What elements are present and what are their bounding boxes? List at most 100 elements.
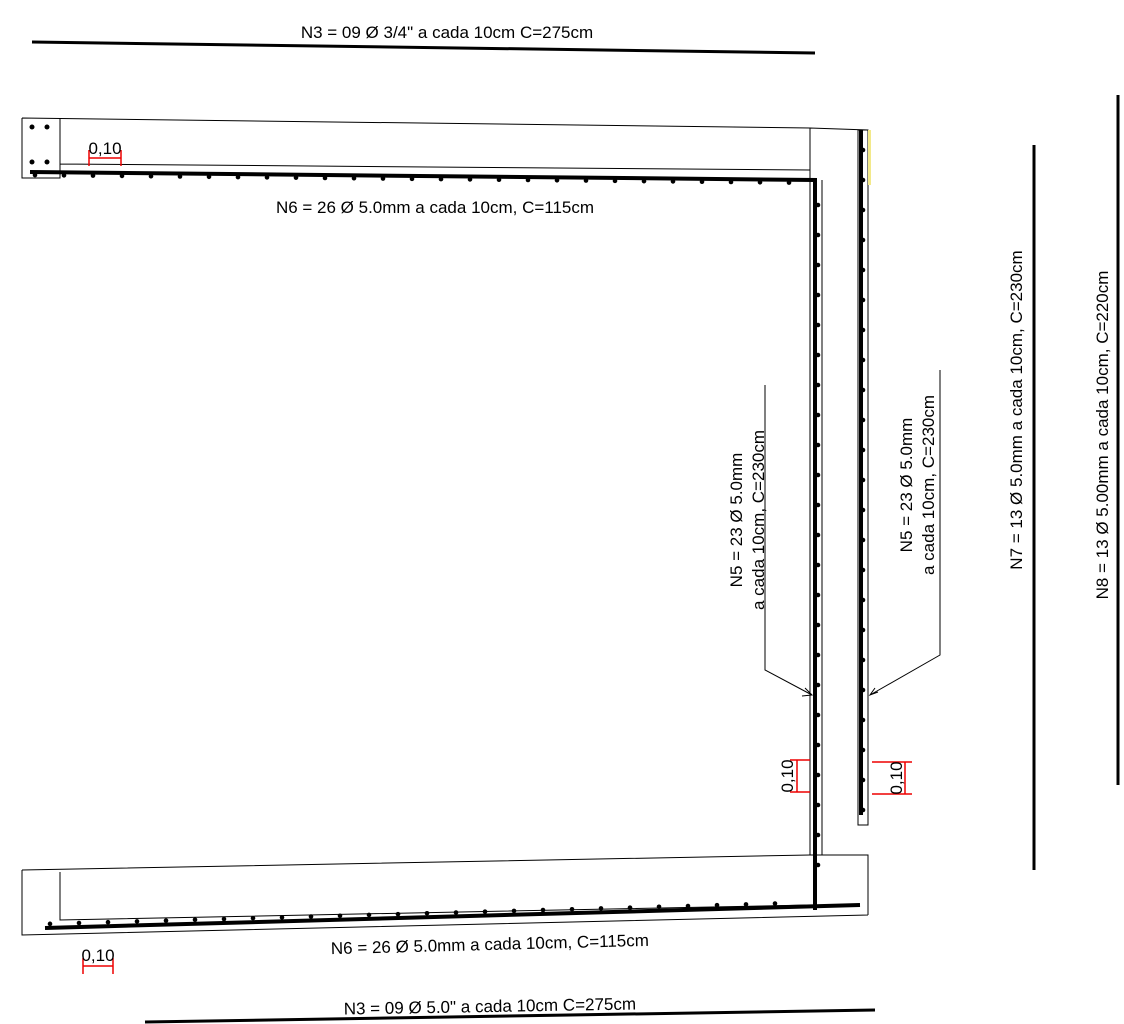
rebar-dot	[699, 179, 705, 185]
rebar-dot	[76, 920, 82, 926]
rebar-dot	[148, 173, 154, 179]
rebar-dot	[264, 175, 270, 180]
rebar-dot	[860, 717, 866, 723]
rebar-dot	[293, 175, 299, 180]
rebar-dot	[612, 178, 618, 184]
rebar-dot	[815, 322, 821, 328]
rebar-dot	[583, 178, 589, 183]
rebar-dot	[815, 562, 821, 568]
outline	[21, 117, 869, 855]
rebar-dot	[337, 913, 343, 919]
rebar-dot	[540, 907, 546, 913]
rebar-dot	[815, 832, 821, 838]
highlight	[868, 130, 871, 185]
rebar-dot	[860, 627, 866, 633]
rebar	[44, 903, 861, 930]
rebar-dot	[815, 742, 821, 748]
rebar-dot	[815, 472, 821, 478]
rebar-dot	[860, 777, 866, 783]
rebar-dot	[569, 906, 575, 912]
rebar-dot	[860, 537, 866, 543]
label: N3 = 09 Ø 3/4" a cada 10cm C=275cm	[301, 23, 593, 42]
rebar-dot	[860, 177, 866, 183]
rebar-dot	[192, 917, 198, 923]
rebar-dot	[496, 177, 502, 182]
rebar-dot	[815, 262, 821, 268]
rebar-dot	[815, 772, 821, 778]
rebar-dot	[815, 682, 821, 688]
rebar-dot	[860, 267, 866, 273]
rebar-dot	[641, 178, 647, 184]
rebar-dot	[815, 862, 821, 868]
dimension-label: 0,10	[778, 759, 797, 792]
rebar-dot	[511, 908, 517, 914]
rebar-dot	[598, 906, 604, 911]
rebar-dot	[235, 174, 241, 180]
label: N5 = 23 Ø 5.0mm	[897, 418, 916, 553]
rebar-dot	[772, 901, 778, 906]
label: N6 = 26 Ø 5.0mm a cada 10cm, C=115cm	[276, 198, 594, 217]
rebar-dot	[815, 382, 821, 388]
rebar-dot	[409, 176, 415, 182]
rebar-dot	[815, 622, 821, 628]
rebar-dot	[250, 915, 256, 921]
dimension	[88, 150, 122, 166]
rebar-dot	[206, 174, 212, 180]
rebar-dot	[757, 180, 763, 185]
leader	[764, 385, 814, 697]
rebar-dot	[860, 297, 866, 303]
rebar-dot	[351, 175, 357, 181]
leader	[868, 370, 941, 697]
rebar-dot	[815, 712, 821, 718]
rebar-dot	[453, 910, 459, 915]
rebar-dot	[525, 177, 531, 183]
outline	[21, 854, 869, 936]
rebar-dot	[656, 904, 662, 910]
dimension-label: 0,10	[81, 946, 114, 965]
rebar-dot	[119, 173, 125, 179]
rebar-dot	[279, 915, 285, 920]
rebar-dot	[815, 202, 821, 208]
rebar-dot	[482, 909, 488, 914]
rebar-dot	[424, 911, 430, 916]
rebar-dot	[860, 207, 866, 213]
rebar-dot	[860, 567, 866, 573]
rebar-dot	[467, 177, 473, 182]
rebar-dot	[670, 179, 676, 184]
rebar-dot	[815, 532, 821, 538]
rebar-dot	[860, 747, 866, 753]
rebar-dot	[32, 172, 38, 178]
rebar-dot	[815, 232, 821, 238]
rebar-dot	[177, 174, 183, 179]
rebar-dot	[627, 905, 633, 910]
bar-line	[144, 1008, 876, 1024]
dimension	[82, 958, 114, 974]
rebar-dots	[32, 147, 866, 927]
dimension	[872, 761, 912, 795]
rebar-dot	[728, 179, 734, 185]
dimension-label: 0,10	[88, 139, 121, 158]
rebar-dot	[105, 919, 111, 925]
rebar-dot	[322, 175, 328, 181]
bar-line	[31, 40, 816, 55]
label: N8 = 13 Ø 5.00mm a cada 10cm, C=220cm	[1093, 271, 1112, 600]
rebar-dot	[163, 918, 169, 923]
rebar-dot	[743, 902, 749, 907]
rebar-dot	[815, 352, 821, 358]
rebar	[29, 170, 817, 910]
rebar-dot	[815, 292, 821, 298]
rebar-dot	[308, 914, 314, 919]
label: N5 = 23 Ø 5.0mm	[727, 453, 746, 588]
rebar-dot	[47, 921, 53, 927]
rebar-dot	[815, 412, 821, 418]
dimension-label: 0,10	[887, 761, 906, 794]
label: N6 = 26 Ø 5.0mm a cada 10cm, C=115cm	[331, 931, 650, 958]
rebar-dot	[815, 442, 821, 448]
rebar-dot	[860, 237, 866, 243]
rebar-dot	[815, 502, 821, 508]
rebar-dot	[860, 807, 866, 813]
rebar-dot	[860, 687, 866, 693]
rebar-dot	[815, 802, 821, 808]
label: a cada 10cm, C=230cm	[749, 430, 768, 610]
